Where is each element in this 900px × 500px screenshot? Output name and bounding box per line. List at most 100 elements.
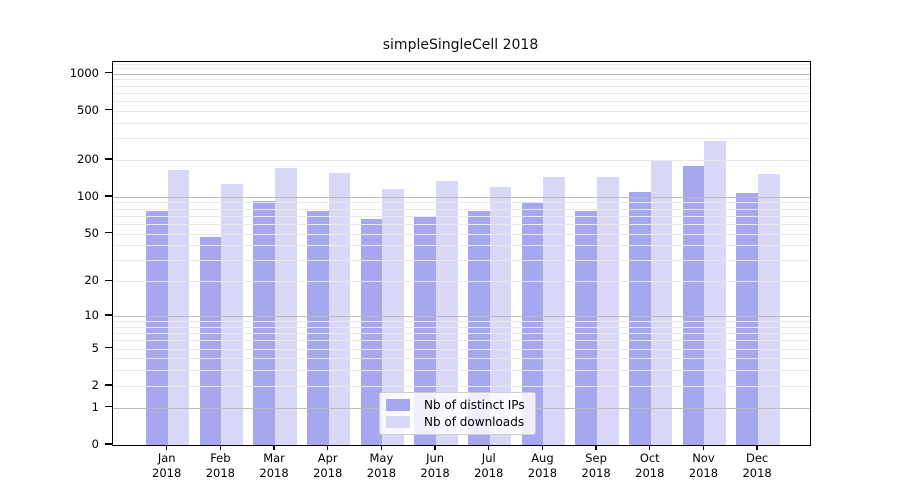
month-label: May <box>369 451 394 465</box>
x-tick-mark <box>488 445 490 451</box>
bar-distinct-ips <box>521 202 544 445</box>
gridline-minor <box>113 223 810 225</box>
month-label: Mar <box>263 451 285 465</box>
legend-swatch-ips_bar <box>386 399 410 411</box>
x-tick-label: Dec 2018 <box>730 451 784 480</box>
bar-distinct-ips <box>736 192 759 445</box>
year-label: 2018 <box>313 465 343 480</box>
month-label: Jun <box>426 451 445 465</box>
gridline-minor <box>113 348 810 350</box>
bar-downloads <box>221 183 244 445</box>
year-label: 2018 <box>635 465 665 480</box>
gridline-minor <box>113 159 810 161</box>
gridline-minor <box>113 260 810 262</box>
y-tick-mark <box>105 314 112 316</box>
y-tick-label: 100 <box>77 188 99 203</box>
y-tick-mark <box>105 231 112 234</box>
x-tick-mark <box>541 445 544 451</box>
x-tick-mark <box>380 445 383 451</box>
legend-label: Nb of distinct IPs <box>424 398 525 412</box>
bar-downloads <box>543 177 566 445</box>
month-label: Apr <box>317 451 338 465</box>
x-tick-label: Apr 2018 <box>301 451 355 480</box>
year-label: 2018 <box>742 465 772 480</box>
year-label: 2018 <box>474 465 504 480</box>
gridline-minor <box>113 85 810 87</box>
x-tick-label: Jan 2018 <box>140 451 194 480</box>
x-tick-mark <box>273 445 275 451</box>
gridline-minor <box>113 321 810 323</box>
x-tick-mark <box>595 445 597 451</box>
bar-downloads <box>597 177 619 445</box>
x-tick-label: Sep 2018 <box>569 451 623 480</box>
y-tick-mark <box>105 406 112 408</box>
year-label: 2018 <box>420 465 450 480</box>
x-tick-label: Jul 2018 <box>462 451 516 480</box>
year-label: 2018 <box>152 465 182 480</box>
y-tick-label: 1000 <box>69 65 99 80</box>
bar-downloads <box>436 180 458 445</box>
y-tick-mark <box>105 443 112 445</box>
gridline-minor <box>113 245 810 247</box>
year-label: 2018 <box>259 465 289 480</box>
bar-downloads <box>758 173 780 445</box>
x-tick-label: May 2018 <box>354 451 408 480</box>
bar-distinct-ips <box>253 201 276 445</box>
bar-distinct-ips <box>414 215 437 445</box>
month-label: Dec <box>745 451 769 465</box>
bar-distinct-ips <box>307 211 329 445</box>
y-tick-mark <box>105 384 112 386</box>
y-tick-label: 10 <box>84 308 99 323</box>
y-tick-label: 500 <box>77 102 99 117</box>
gridline-minor <box>113 233 810 235</box>
x-tick-label: Nov 2018 <box>676 451 730 480</box>
x-tick-mark <box>756 445 758 451</box>
gridline-major <box>113 73 810 75</box>
gridline-minor <box>113 340 810 342</box>
bar-downloads <box>275 168 297 445</box>
month-label: Jul <box>481 451 496 465</box>
y-tick-label: 0 <box>91 437 99 451</box>
year-label: 2018 <box>366 465 397 480</box>
gridline-minor <box>113 92 810 94</box>
x-tick-mark <box>649 445 651 451</box>
y-tick-mark <box>105 71 112 74</box>
bar-distinct-ips <box>682 165 705 445</box>
x-tick-label: Feb 2018 <box>193 451 247 480</box>
gridline-minor <box>113 122 810 124</box>
y-tick-label: 20 <box>84 273 99 288</box>
gridline-minor <box>113 100 810 102</box>
year-label: 2018 <box>205 465 236 480</box>
year-label: 2018 <box>581 465 611 480</box>
x-tick-mark <box>434 445 436 451</box>
gridline-minor <box>113 138 810 140</box>
legend-item: Nb of distinct IPs <box>386 398 525 412</box>
gridline-major <box>113 316 810 318</box>
month-label: Feb <box>210 451 231 465</box>
bar-distinct-ips <box>360 218 383 445</box>
gridline-minor <box>113 215 810 217</box>
gridline-minor <box>113 326 810 328</box>
y-tick-label: 2 <box>91 377 99 392</box>
gridline-minor <box>113 385 810 387</box>
x-tick-mark <box>219 445 222 451</box>
y-tick-label: 50 <box>84 225 99 240</box>
month-label: Nov <box>692 451 715 465</box>
gridline-minor <box>113 358 810 360</box>
y-tick-mark <box>105 158 112 160</box>
y-tick-mark <box>105 346 112 349</box>
year-label: 2018 <box>688 465 719 480</box>
month-label: Sep <box>585 451 607 465</box>
gridline-minor <box>113 202 810 204</box>
legend-item: Nb of downloads <box>386 415 525 429</box>
x-tick-label: Oct 2018 <box>623 451 677 480</box>
bar-distinct-ips <box>146 211 168 445</box>
x-tick-mark <box>327 445 329 451</box>
bar-downloads <box>650 159 673 445</box>
plot-area <box>112 61 811 446</box>
gridline-minor <box>113 110 810 112</box>
legend-label: Nb of downloads <box>424 415 525 429</box>
month-label: Oct <box>639 451 660 465</box>
y-tick-label: 5 <box>91 340 99 355</box>
